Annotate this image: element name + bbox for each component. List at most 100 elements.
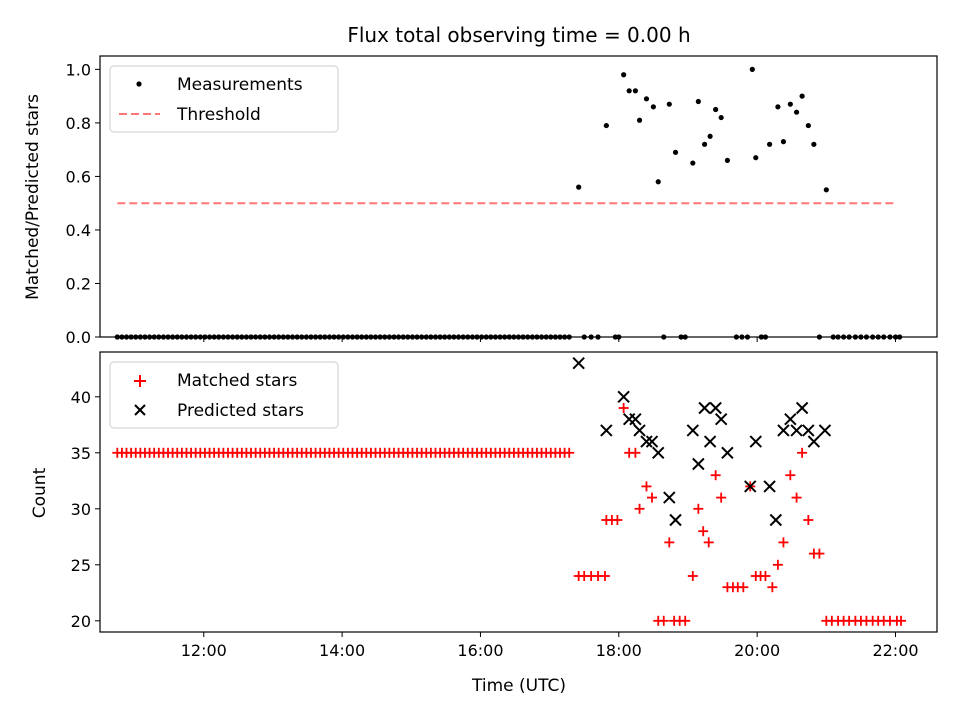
matched-stars-point (710, 470, 721, 481)
predicted-stars-point (763, 480, 776, 493)
predicted-stars-point (645, 435, 659, 448)
y-tick-label: 0.0 (66, 328, 91, 347)
legend-label-measurements: Measurements (177, 75, 303, 95)
legend-label-matched-stars: Matched stars (177, 371, 297, 391)
predicted-stars-point (790, 424, 803, 437)
y-tick-label: 40 (71, 388, 91, 407)
predicted-stars-point (629, 412, 642, 426)
measurement-point (749, 66, 755, 72)
measurement-point (695, 98, 701, 105)
matched-stars-point (738, 582, 749, 593)
predicted-stars-point (600, 424, 613, 437)
measurement-point (690, 160, 696, 166)
measurement-point (707, 133, 713, 139)
x-tick-label: 20:00 (734, 641, 780, 660)
matched-stars-point (641, 481, 652, 492)
predicted-stars-point (663, 491, 676, 504)
top-legend-box (109, 65, 339, 133)
measurement-point (811, 141, 817, 147)
measurement-point (655, 179, 661, 185)
matched-stars-point (680, 615, 691, 626)
legend-marker-measurements (136, 81, 142, 87)
x-tick-label: 22:00 (872, 641, 918, 660)
predicted-stars-point (617, 390, 630, 404)
x-tick-label: 14:00 (319, 641, 365, 660)
y-tick-label: 1.0 (66, 60, 91, 79)
predicted-stars-point (640, 435, 653, 448)
matched-stars-point (664, 537, 675, 548)
top-y-axis-label: Matched/Predicted stars (23, 94, 43, 300)
predicted-stars-point (795, 401, 809, 415)
matched-stars-point (772, 559, 783, 570)
bottom-legend: Matched stars Predicted stars (109, 361, 339, 429)
predicted-stars-point (709, 401, 722, 415)
matched-stars-point (803, 515, 814, 525)
predicted-stars-point (692, 457, 705, 471)
legend-label-predicted-stars: Predicted stars (177, 401, 304, 421)
matched-stars-point (612, 515, 623, 525)
measurement-point (603, 122, 609, 129)
x-axis-label: Time (UTC) (471, 676, 566, 696)
measurement-point (666, 101, 672, 107)
measurement-point (643, 96, 650, 102)
chart-title: Flux total observing time = 0.00 h (347, 23, 690, 47)
y-tick-label: 0.8 (66, 114, 91, 133)
measurement-point (793, 109, 800, 115)
matched-stars-point (716, 492, 727, 503)
matched-stars-point (693, 503, 704, 514)
matched-stars-point (814, 548, 825, 559)
bottom-axes-frame (99, 351, 938, 633)
measurement-point (718, 114, 724, 121)
matched-stars-point (630, 447, 641, 458)
y-tick-label: 25 (71, 556, 91, 575)
measurement-point (787, 101, 793, 107)
measurement-point (632, 88, 639, 94)
matched-stars-point (797, 447, 808, 458)
x-tick-label: 18:00 (596, 641, 642, 660)
matched-stars-point (767, 582, 778, 593)
predicted-stars-point (652, 446, 665, 460)
matched-stars-point (785, 470, 796, 481)
predicted-stars-point (714, 412, 728, 426)
predicted-stars-point (703, 435, 717, 448)
matched-stars-point (703, 537, 714, 548)
y-tick-label: 0.2 (66, 274, 91, 293)
measurement-point (626, 88, 632, 94)
predicted-stars-point (744, 480, 757, 493)
y-tick-label: 0.6 (66, 167, 91, 186)
measurement-point (713, 106, 719, 113)
measurement-point (799, 93, 805, 99)
measurement-point (753, 155, 759, 161)
measurement-point (767, 141, 773, 147)
matched-stars-point (687, 571, 698, 581)
matched-stars-point (791, 492, 802, 503)
predicted-stars-point (686, 424, 700, 437)
matched-stars-point (896, 615, 907, 626)
legend-label-threshold: Threshold (176, 105, 261, 125)
predicted-stars-point (669, 513, 682, 527)
predicted-stars-point (572, 356, 585, 370)
predicted-stars-point (784, 412, 797, 426)
matched-stars-point (634, 503, 645, 514)
predicted-stars-point (698, 401, 711, 415)
measurement-point (823, 187, 829, 193)
measurement-point (636, 117, 643, 123)
bottom-y-axis-label: Count (30, 467, 50, 518)
bottom-plot-area: 20 25 30 35 40 12:00 14:00 16:00 18:00 20:00 22:00 (71, 356, 919, 660)
matched-stars-point (698, 526, 709, 537)
x-tick-label: 16:00 (457, 641, 503, 660)
measurement-point (724, 157, 731, 163)
y-tick-label: 0.4 (66, 221, 91, 240)
y-tick-label: 30 (71, 500, 91, 519)
y-tick-label: 35 (71, 444, 91, 463)
legend-marker-predicted-stars (134, 404, 146, 416)
predicted-stars-point (721, 446, 734, 460)
matched-stars-point (760, 571, 771, 581)
bottom-panel: Count Time (UTC) 20 25 30 35 40 12:00 14:00 16:… (30, 351, 938, 696)
measurement-point (701, 141, 708, 147)
predicted-stars-point (807, 435, 821, 448)
matched-stars-point (658, 615, 669, 626)
matched-stars-point (647, 492, 658, 503)
legend-marker-matched-stars (134, 375, 146, 387)
